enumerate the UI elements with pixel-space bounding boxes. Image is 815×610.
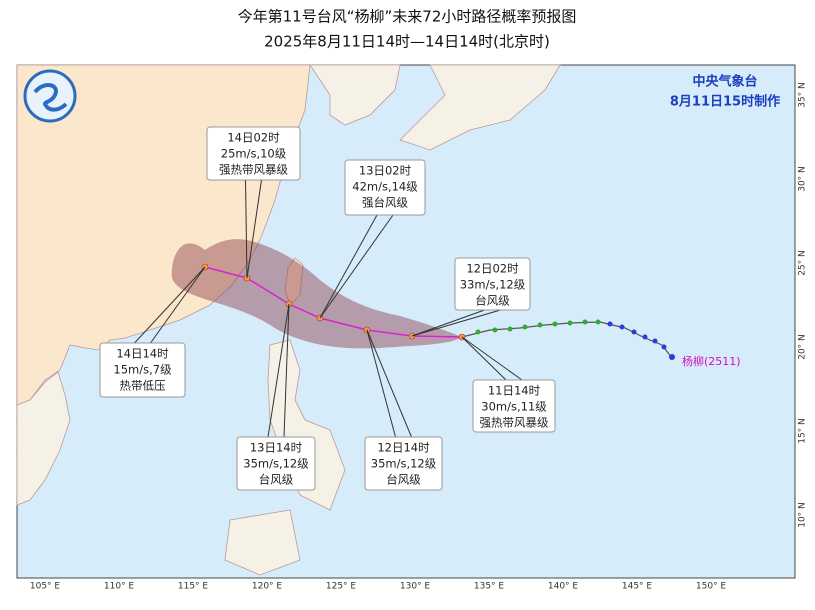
- callout-box: [364, 436, 443, 491]
- callout-level: 强热带风暴级: [480, 416, 549, 430]
- lat-label: 25° N: [798, 250, 808, 276]
- callout-box: [236, 436, 316, 491]
- callout-box: [206, 126, 301, 181]
- leader-line: [461, 336, 523, 381]
- callout-time: 12日14时: [377, 441, 430, 455]
- probability-cone: [171, 239, 462, 349]
- callout-time: 13日02时: [359, 164, 412, 178]
- leader-line: [411, 309, 501, 337]
- past-points-blue: [607, 321, 675, 360]
- lon-label: 105° E: [30, 582, 61, 592]
- callout-wind: 35m/s,12级: [243, 457, 309, 471]
- callout-time: 11日14时: [488, 384, 541, 398]
- callout-level: 台风级: [259, 473, 294, 487]
- callout-box: [344, 159, 426, 216]
- agency-name: 中央气象台: [692, 74, 757, 90]
- callout-wind: 15m/s,7级: [113, 363, 172, 377]
- borneo: [224, 509, 301, 576]
- leader-line: [283, 303, 290, 438]
- callout-level: 台风级: [386, 473, 421, 487]
- lon-label: 110° E: [104, 582, 135, 592]
- callout-box: [99, 342, 186, 398]
- lat-label: 35° N: [798, 82, 808, 108]
- lat-label: 10° N: [798, 502, 808, 528]
- leader-line: [461, 336, 507, 381]
- callout-time: 13日14时: [250, 441, 303, 455]
- lat-label: 20° N: [798, 334, 808, 360]
- lon-label: 120° E: [252, 582, 283, 592]
- subtitle: 2025年8月11日14时—14日14时(北京时): [264, 33, 550, 51]
- callout-time: 12日02时: [466, 262, 519, 276]
- leader-line: [245, 179, 248, 279]
- logo: [23, 69, 77, 123]
- callout-wind: 25m/s,10级: [221, 147, 287, 161]
- leader-line: [411, 309, 485, 337]
- callout-level: 强热带风暴级: [219, 163, 288, 177]
- callout-wind: 33m/s,12级: [460, 278, 526, 292]
- past-points-green: [475, 319, 601, 335]
- callout-time: 14日02时: [227, 131, 280, 145]
- callout-wind: 30m/s,11级: [481, 400, 547, 414]
- japan: [399, 64, 561, 151]
- callout-wind: 35m/s,12级: [371, 457, 437, 471]
- lon-label: 115° E: [178, 582, 209, 592]
- title: 今年第11号台风“杨柳”未来72小时路径概率预报图: [238, 8, 577, 26]
- callout-level: 强台风级: [362, 196, 408, 210]
- leader-line: [366, 329, 396, 438]
- philippines: [267, 339, 346, 511]
- map: 杨柳(2511) 中央气象台 8月11日15时制作: [16, 64, 796, 579]
- callout-box: [472, 379, 556, 433]
- leader-line: [134, 266, 206, 344]
- leader-line: [150, 266, 206, 344]
- lat-label: 15° N: [798, 418, 808, 444]
- callout-level: 台风级: [475, 294, 510, 308]
- leader-line: [366, 329, 412, 438]
- callout-wind: 42m/s,14级: [352, 180, 418, 194]
- issue-time: 8月11日15时制作: [670, 94, 780, 110]
- callout-time: 14日14时: [116, 347, 169, 361]
- korea: [309, 64, 401, 126]
- callout-box: [454, 257, 531, 311]
- typhoon-label: 杨柳(2511): [682, 354, 741, 368]
- leader-line: [319, 214, 394, 319]
- indochina: [16, 371, 71, 506]
- axis-labels: 105° E 110° E 115° E 120° E 125° E 130° E 135°…: [30, 82, 808, 591]
- lon-label: 135° E: [474, 582, 505, 592]
- lat-label: 30° N: [798, 166, 808, 192]
- leader-line: [319, 214, 378, 319]
- lon-label: 150° E: [696, 582, 727, 592]
- lon-label: 130° E: [400, 582, 431, 592]
- callout-level: 热带低压: [120, 379, 166, 393]
- leader-line: [267, 303, 290, 438]
- leader-line: [246, 179, 262, 279]
- lon-label: 140° E: [548, 582, 579, 592]
- lon-label: 125° E: [326, 582, 357, 592]
- lon-label: 145° E: [622, 582, 653, 592]
